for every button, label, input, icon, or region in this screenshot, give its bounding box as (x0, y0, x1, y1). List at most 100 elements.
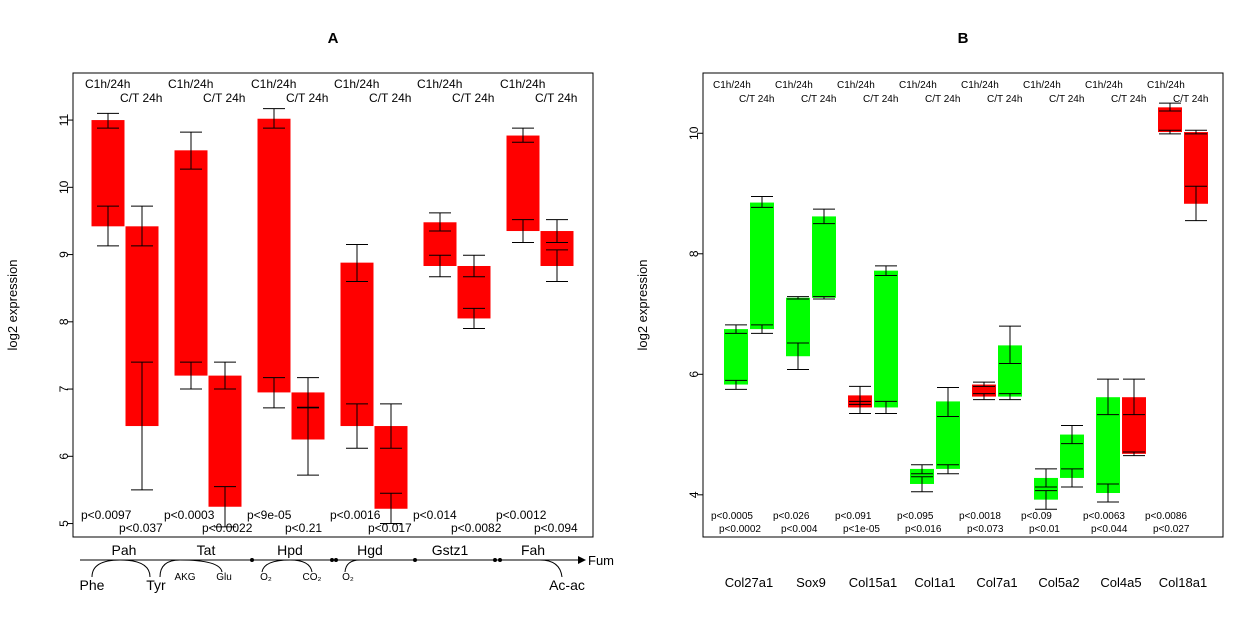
pathway-enzymes: Pah Tat Hpd Hgd Gstz1 Fah (112, 542, 546, 558)
header-label-ct-24h: C/T 24h (203, 91, 245, 105)
header-label-c1h-24h: C1h/24h (251, 77, 296, 91)
panel-a-frame (72, 72, 594, 538)
p-value-c1h-24h: p<0.0063 (1083, 511, 1125, 522)
header-label-ct-24h: C/T 24h (535, 91, 577, 105)
bar-hgd-c1h-24h (340, 262, 374, 427)
pathway-arc-hgd (344, 559, 361, 573)
panel-a-title: A (328, 30, 339, 47)
pathway-arc-tat (159, 559, 223, 578)
p-value-c1h-24h: p<0.0005 (711, 511, 753, 522)
p-value-ct-24h: p<0.017 (368, 521, 412, 535)
panel-b-frame (702, 72, 1224, 538)
y-tick-label: 7 (57, 385, 71, 392)
pathway-cofactor-o2-hpd: O₂ (260, 572, 272, 583)
pathway-node (498, 558, 502, 562)
y-tick-label: 9 (57, 251, 71, 258)
y-tick-label: 10 (687, 126, 701, 140)
pathway-arc-pah (91, 559, 151, 578)
header-label-ct-24h: C/T 24h (286, 91, 328, 105)
pathway-cofactor-akg: AKG (174, 572, 195, 583)
header-label-c1h-24h: C1h/24h (713, 80, 751, 91)
header-label-ct-24h: C/T 24h (1173, 94, 1208, 105)
bar-col5a2-c1h-24h (1034, 477, 1058, 500)
header-label-ct-24h: C/T 24h (1111, 94, 1146, 105)
pathway-node (330, 558, 334, 562)
pathway-cofactor-o2-hgd: O₂ (342, 572, 354, 583)
pathway-end-product: Fum (588, 553, 614, 568)
pathway-node (334, 558, 338, 562)
header-label-c1h-24h: C1h/24h (837, 80, 875, 91)
gene-name-col1a1: Col1a1 (914, 575, 955, 590)
pathway-enzyme-hgd: Hgd (357, 542, 383, 558)
p-value-c1h-24h: p<0.026 (773, 511, 810, 522)
pathway-enzyme-tat: Tat (197, 542, 216, 558)
header-label-c1h-24h: C1h/24h (168, 77, 213, 91)
p-value-c1h-24h: p<0.014 (413, 508, 457, 522)
y-tick-label: 4 (687, 491, 701, 498)
p-value-ct-24h: p<0.21 (285, 521, 322, 535)
p-value-c1h-24h: p<0.095 (897, 511, 934, 522)
p-value-c1h-24h: p<0.0086 (1145, 511, 1187, 522)
pathway-node (250, 558, 254, 562)
header-label-c1h-24h: C1h/24h (899, 80, 937, 91)
bar-fah-c1h-24h (506, 135, 540, 232)
p-value-ct-24h: p<0.0082 (451, 521, 502, 535)
pathway-metabolite-ac-ac: Ac-ac (549, 577, 585, 593)
p-value-ct-24h: p<0.027 (1153, 524, 1190, 535)
pathway-node (493, 558, 497, 562)
p-value-c1h-24h: p<9e-05 (247, 508, 292, 522)
header-label-c1h-24h: C1h/24h (417, 77, 462, 91)
p-value-c1h-24h: p<0.0012 (496, 508, 547, 522)
header-label-c1h-24h: C1h/24h (500, 77, 545, 91)
pathway-cofactor-co2: CO₂ (303, 572, 322, 583)
gene-name-col7a1: Col7a1 (976, 575, 1017, 590)
header-label-ct-24h: C/T 24h (452, 91, 494, 105)
gene-name-col4a5: Col4a5 (1100, 575, 1141, 590)
header-label-ct-24h: C/T 24h (369, 91, 411, 105)
header-label-c1h-24h: C1h/24h (961, 80, 999, 91)
pathway-diagram: Fum Pah Tat Hpd Hgd Gstz1 Fah Phe Tyr Ac-ac A… (80, 542, 614, 593)
y-tick-label: 5 (57, 520, 71, 527)
pathway-enzyme-hpd: Hpd (277, 542, 303, 558)
y-tick-label: 10 (57, 180, 71, 194)
header-label-c1h-24h: C1h/24h (1023, 80, 1061, 91)
bar-col27a1-c1h-24h (724, 329, 748, 385)
p-value-ct-24h: p<0.0022 (202, 521, 253, 535)
bar-col18a1-c1h-24h (1158, 107, 1182, 133)
header-label-ct-24h: C/T 24h (987, 94, 1022, 105)
p-value-ct-24h: p<0.094 (534, 521, 578, 535)
pathway-metabolite-phe: Phe (80, 577, 105, 593)
bar-hpd-c1h-24h (257, 118, 291, 393)
y-tick-label: 6 (687, 371, 701, 378)
gene-name-sox9: Sox9 (796, 575, 826, 590)
header-label-c1h-24h: C1h/24h (1147, 80, 1185, 91)
p-value-c1h-24h: p<0.0003 (164, 508, 215, 522)
bar-tat-ct-24h (208, 375, 242, 507)
p-value-ct-24h: p<0.073 (967, 524, 1004, 535)
pathway-enzyme-fah: Fah (521, 542, 545, 558)
bar-col15a1-ct-24h (874, 270, 898, 408)
header-label-ct-24h: C/T 24h (739, 94, 774, 105)
y-tick-label: 8 (687, 250, 701, 257)
panel-a-y-axis: 5 6 7 8 9 10 11 (57, 114, 73, 527)
p-value-ct-24h: p<1e-05 (843, 524, 880, 535)
p-value-c1h-24h: p<0.09 (1021, 511, 1052, 522)
header-label-c1h-24h: C1h/24h (334, 77, 379, 91)
y-tick-label: 6 (57, 453, 71, 460)
p-value-ct-24h: p<0.037 (119, 521, 163, 535)
gene-name-col5a2: Col5a2 (1038, 575, 1079, 590)
panel-b-y-axis-label: log2 expression (635, 259, 650, 350)
gene-name-col18a1: Col18a1 (1159, 575, 1207, 590)
pathway-enzyme-gstz1: Gstz1 (432, 542, 469, 558)
p-value-ct-24h: p<0.0002 (719, 524, 761, 535)
panel-a-y-axis-label: log2 expression (5, 259, 20, 350)
y-tick-label: 8 (57, 318, 71, 325)
p-value-ct-24h: p<0.016 (905, 524, 942, 535)
pathway-cofactor-glu: Glu (216, 572, 232, 583)
pathway-arc-fah (539, 559, 563, 578)
p-value-c1h-24h: p<0.0016 (330, 508, 381, 522)
